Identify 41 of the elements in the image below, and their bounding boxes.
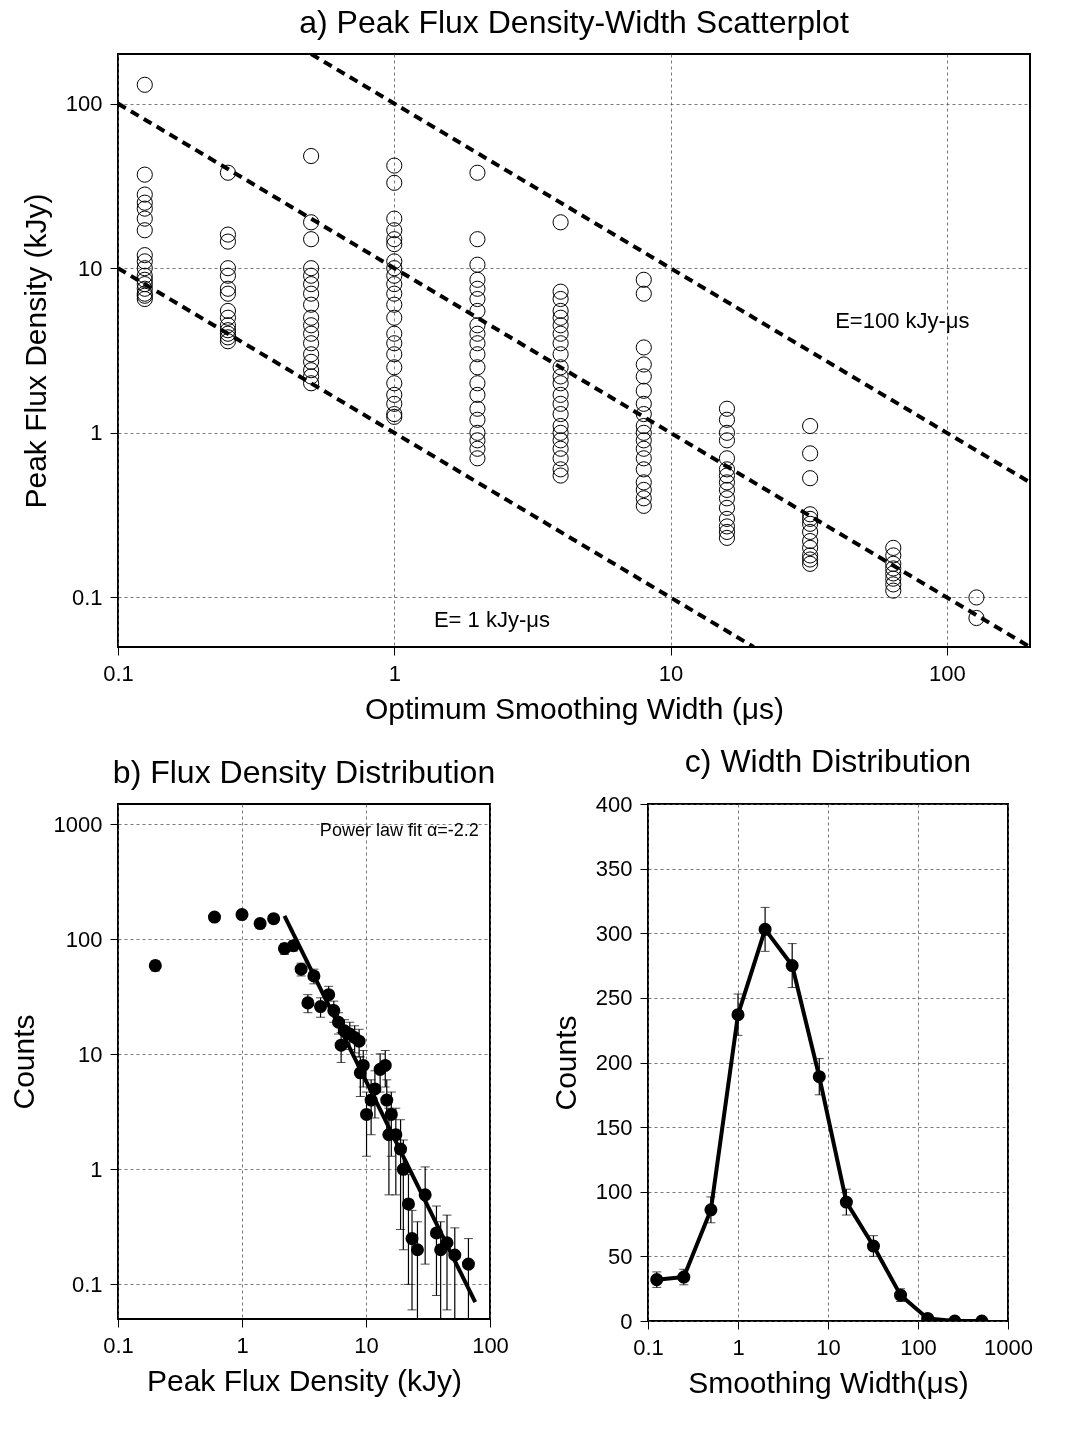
chart-title: b) Flux Density Distribution (112, 754, 496, 790)
y-tick-label: 1 (90, 1156, 103, 1182)
chart-title: c) Width Distribution (684, 743, 972, 779)
x-tick-label: 1000 (984, 1334, 1033, 1360)
y-tick-label: 350 (595, 856, 633, 882)
y-tick-label: 1000 (53, 811, 103, 837)
annotation: E=100 kJy-μs (835, 307, 970, 333)
x-tick-label: 1 (732, 1334, 745, 1360)
y-tick-label: 200 (595, 1050, 633, 1075)
y-axis-title: Counts (6, 1014, 40, 1110)
x-tick-label: 1 (388, 660, 401, 686)
y-tick-label: 50 (608, 1243, 633, 1269)
y-tick-label: 1 (90, 420, 103, 446)
y-tick-label: 0.1 (71, 1271, 103, 1297)
y-tick-label: 100 (65, 926, 103, 952)
y-tick-label: 100 (65, 91, 103, 117)
x-axis-title: Peak Flux Density (kJy) (146, 1363, 463, 1397)
y-axis-title: Counts (548, 1015, 582, 1111)
y-tick-label: 10 (78, 1041, 103, 1067)
y-tick-label: 250 (595, 985, 633, 1011)
x-axis-title: Optimum Smoothing Width (μs) (364, 691, 785, 725)
y-tick-label: 400 (595, 791, 633, 817)
x-tick-label: 10 (816, 1334, 841, 1360)
y-tick-label: 0 (620, 1308, 633, 1334)
annotation: Power law fit α=-2.2 (319, 820, 479, 841)
annotation: E= 1 kJy-μs (433, 607, 550, 633)
y-tick-label: 300 (595, 920, 633, 946)
x-tick-label: 10 (658, 660, 684, 686)
x-tick-label: 0.1 (633, 1334, 664, 1360)
x-tick-label: 100 (928, 660, 966, 686)
y-tick-label: 100 (595, 1179, 633, 1205)
x-tick-label: 10 (354, 1332, 379, 1358)
chart-title: a) Peak Flux Density-Width Scatterplot (299, 4, 849, 40)
y-tick-label: 0.1 (71, 584, 103, 610)
x-tick-label: 100 (900, 1334, 937, 1360)
y-axis-title: Peak Flux Density (kJy) (18, 193, 52, 509)
x-tick-label: 100 (472, 1332, 509, 1358)
x-tick-label: 1 (236, 1332, 249, 1358)
y-tick-label: 150 (595, 1114, 633, 1140)
x-axis-title: Smoothing Width(μs) (688, 1365, 969, 1399)
y-tick-label: 10 (78, 255, 103, 281)
